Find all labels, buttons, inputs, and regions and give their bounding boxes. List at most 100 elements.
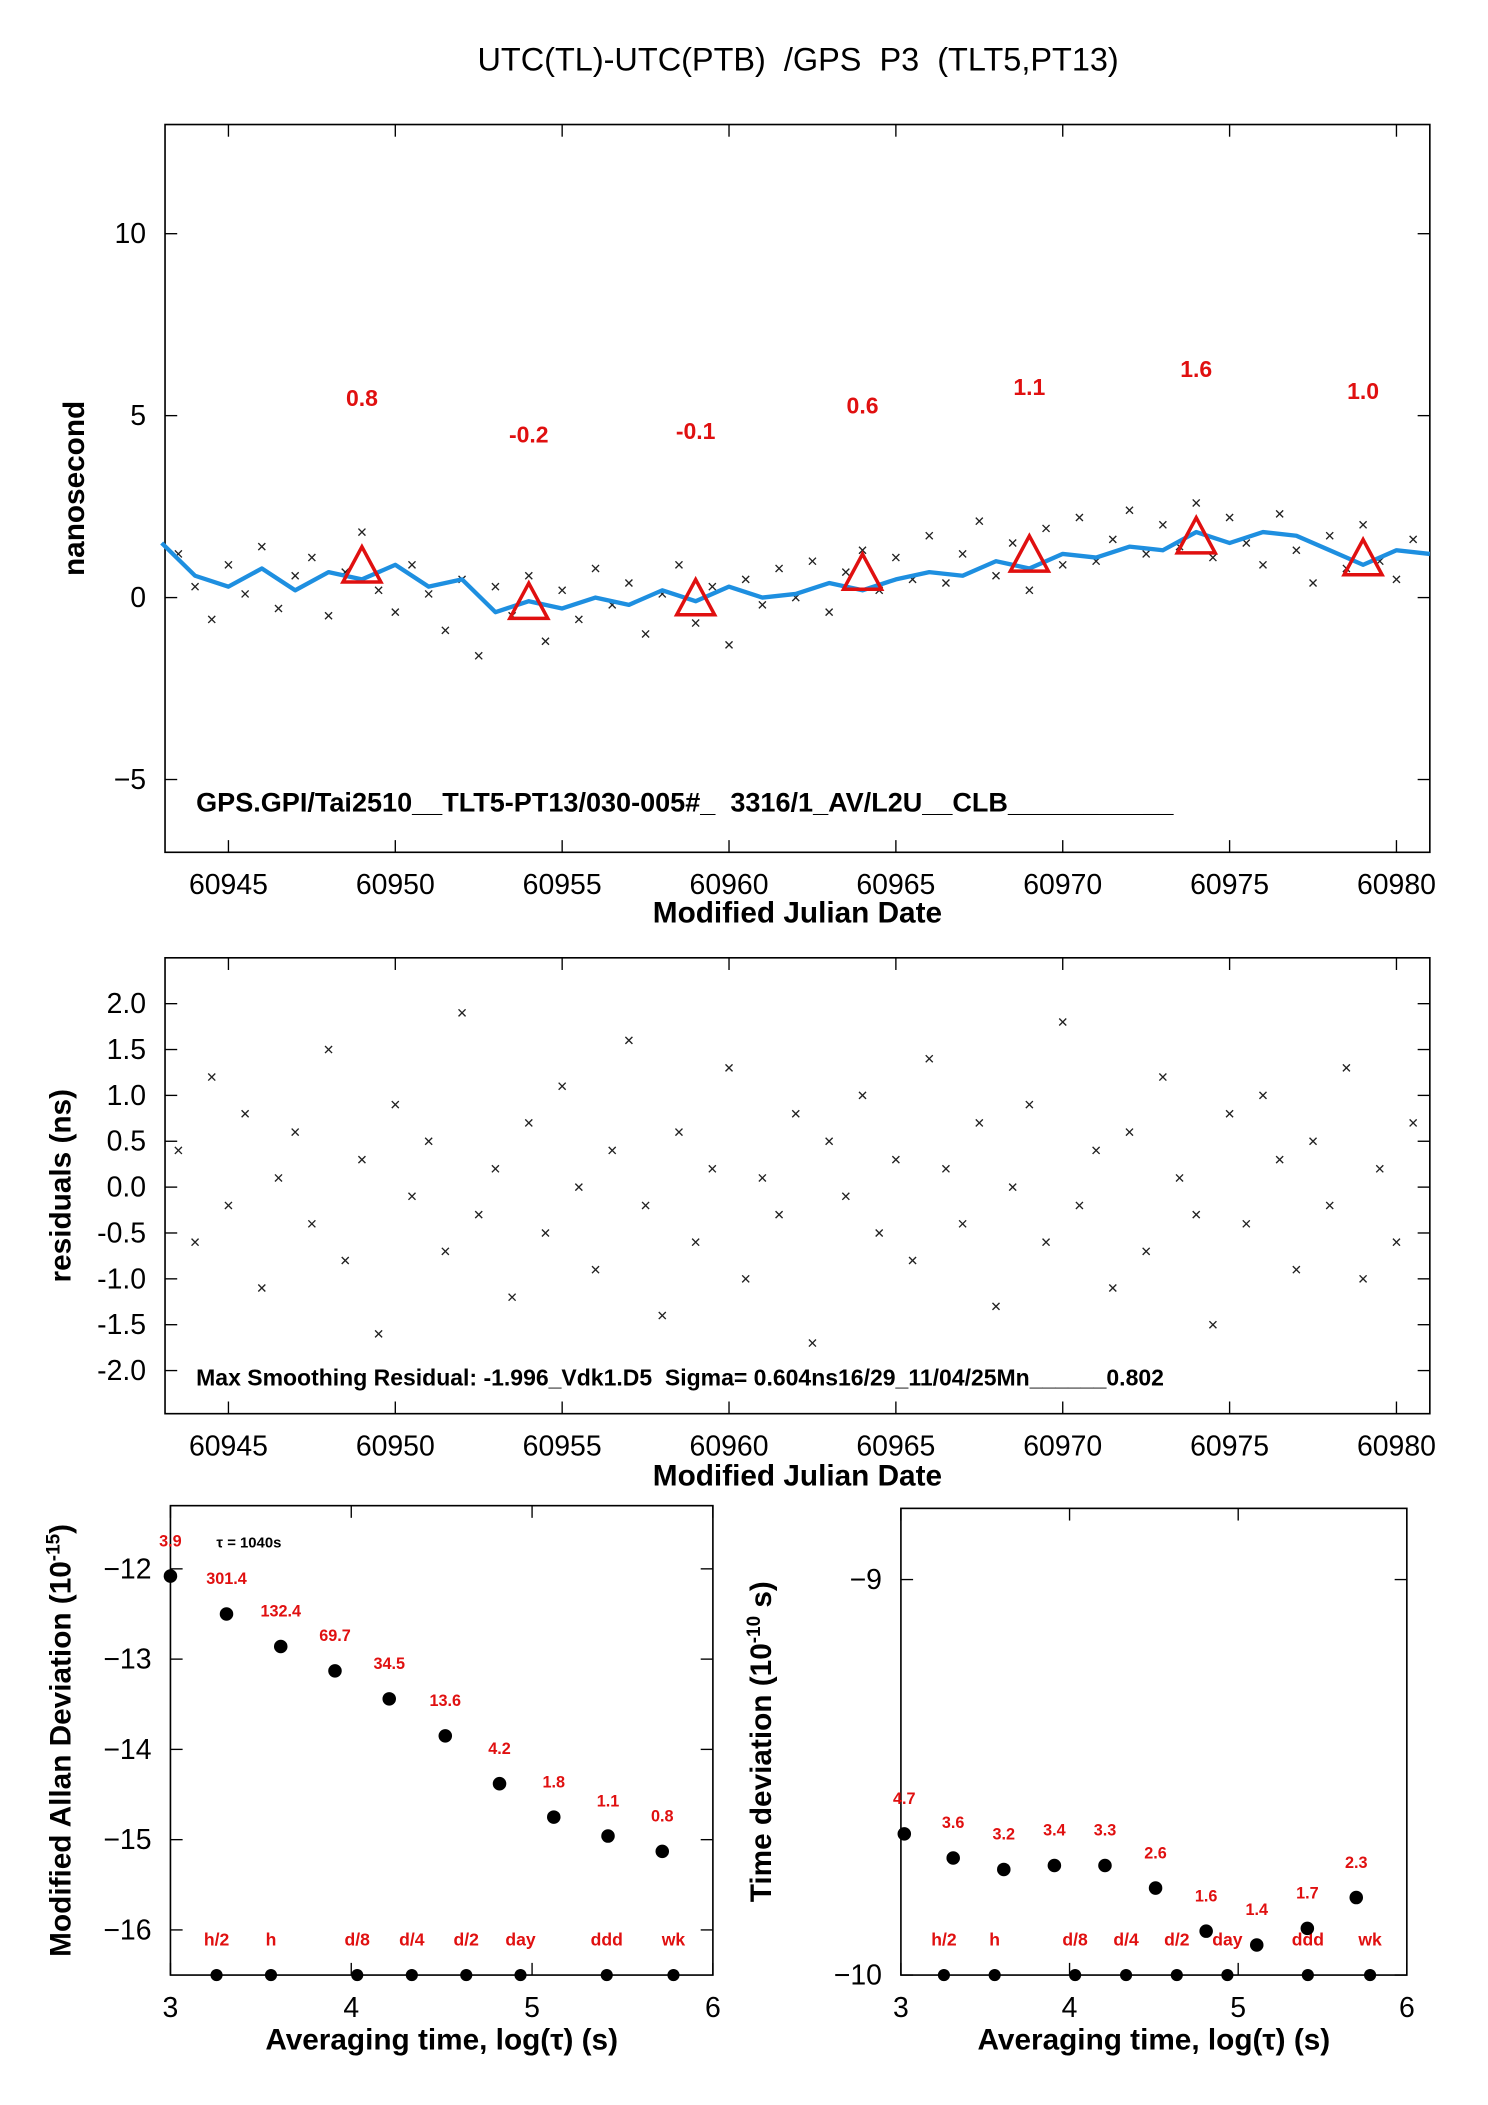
- y-axis-label: nanosecond: [58, 401, 91, 576]
- data-point: [841, 568, 850, 577]
- data-point: [1275, 509, 1284, 518]
- data-point: [341, 1256, 350, 1265]
- y-tick-label: 5: [130, 400, 146, 432]
- x-tick-label: 60975: [1190, 1431, 1269, 1463]
- y-tick-label: −9: [850, 1564, 882, 1596]
- data-point: [1208, 1320, 1217, 1329]
- reference-label: ddd: [591, 1929, 623, 1949]
- data-point: [941, 579, 950, 588]
- data-point: [958, 549, 967, 558]
- point-label: 3.9: [159, 1532, 182, 1550]
- series: [174, 498, 1418, 660]
- data-point: [491, 582, 500, 591]
- data-point: [608, 1146, 617, 1155]
- data-point: [273, 1639, 288, 1654]
- data-point: [474, 1210, 483, 1219]
- mean-marker: [673, 575, 718, 617]
- data-point: [1258, 1091, 1267, 1100]
- data-point: [324, 1045, 333, 1054]
- x-axis-label: Modified Julian Date: [653, 1459, 942, 1492]
- data-point: [1392, 575, 1401, 584]
- x-tick-label: 5: [524, 1992, 540, 2024]
- reference-marker: [460, 1968, 473, 1982]
- reference-marker: [264, 1968, 278, 1982]
- point-label: 2.3: [1345, 1854, 1368, 1872]
- y-tick-label: -0.5: [97, 1217, 146, 1249]
- y-tick-label: 0: [130, 582, 146, 614]
- data-point: [191, 582, 200, 591]
- data-point: [997, 1862, 1011, 1877]
- data-point: [1375, 1164, 1384, 1173]
- data-point: [758, 600, 767, 609]
- point-label: 3.2: [993, 1826, 1016, 1844]
- x-tick-label: 60975: [1190, 869, 1269, 901]
- data-point: [1108, 1284, 1117, 1293]
- smooth-line: [160, 529, 1431, 615]
- data-point: [1292, 546, 1301, 555]
- data-point: [1092, 1146, 1101, 1155]
- data-point: [219, 1607, 234, 1621]
- data-point: [1359, 1274, 1368, 1283]
- point-label: 1.8: [542, 1773, 565, 1791]
- data-point: [725, 640, 734, 649]
- data-point: [382, 1692, 396, 1706]
- reference-marker: [514, 1968, 527, 1982]
- data-point: [1275, 1155, 1284, 1164]
- point-label: 69.7: [319, 1627, 351, 1645]
- series: 4.7 3.6 3.2 3.4 3.3 2.6 1.6 1.4 1.7 2.3: [893, 1790, 1368, 1952]
- data-point: [524, 1118, 533, 1127]
- mean-label: -0.1: [676, 418, 716, 444]
- data-point: [1098, 1858, 1112, 1873]
- point-label: 132.4: [260, 1603, 301, 1621]
- x-tick-label: 60960: [690, 1431, 769, 1463]
- y-tick-label: 0.0: [107, 1172, 146, 1204]
- y-tick-label: 0.5: [107, 1126, 146, 1158]
- x-tick-label: 60950: [356, 1431, 435, 1463]
- mean-marker: [840, 550, 885, 592]
- data-point: [725, 1063, 734, 1072]
- x-tick-label: 60945: [189, 1431, 268, 1463]
- data-point: [825, 608, 834, 617]
- point-label: 301.4: [206, 1570, 247, 1588]
- data-point: [808, 557, 817, 566]
- data-point: [708, 1164, 717, 1173]
- x-tick-label: 60965: [856, 1431, 935, 1463]
- y-tick-label: −13: [103, 1644, 151, 1676]
- data-point: [291, 571, 300, 580]
- data-point: [1125, 1128, 1134, 1137]
- data-point: [624, 1036, 633, 1045]
- mean-label: 0.6: [847, 392, 879, 418]
- data-point: [474, 651, 483, 660]
- data-point: [307, 1219, 316, 1228]
- data-point: [1025, 1100, 1034, 1109]
- data-point: [1342, 1063, 1351, 1072]
- mean-marker: [340, 543, 384, 584]
- data-point: [257, 1284, 266, 1293]
- data-point: [1148, 1881, 1163, 1895]
- y-tick-label: 10: [115, 218, 147, 250]
- data-point: [691, 1238, 700, 1247]
- data-point: [601, 1829, 615, 1843]
- data-point: [591, 564, 600, 573]
- data-point: [1409, 1118, 1418, 1127]
- reference-label: h: [266, 1929, 277, 1949]
- annotation: Max Smoothing Residual: -1.996_Vdk1.D5 S…: [196, 1364, 1164, 1390]
- data-point: [1142, 549, 1151, 558]
- data-point: [591, 1265, 600, 1274]
- y-label-text: Modified Allan Deviation (10: [44, 1561, 77, 1957]
- x-tick-label: 60960: [690, 869, 769, 901]
- x-tick-label: 5: [1230, 1992, 1246, 2024]
- data-point: [1359, 520, 1368, 529]
- data-point: [357, 528, 366, 537]
- data-point: [424, 589, 433, 598]
- data-point: [307, 553, 316, 562]
- data-point: [558, 586, 567, 595]
- data-point: [1008, 538, 1017, 547]
- x-tick-label: 6: [705, 1992, 721, 2024]
- data-point: [1409, 535, 1418, 544]
- reference-label: h: [989, 1929, 1000, 1949]
- data-point: [441, 626, 450, 635]
- data-point: [241, 1109, 250, 1118]
- data-point: [925, 531, 934, 540]
